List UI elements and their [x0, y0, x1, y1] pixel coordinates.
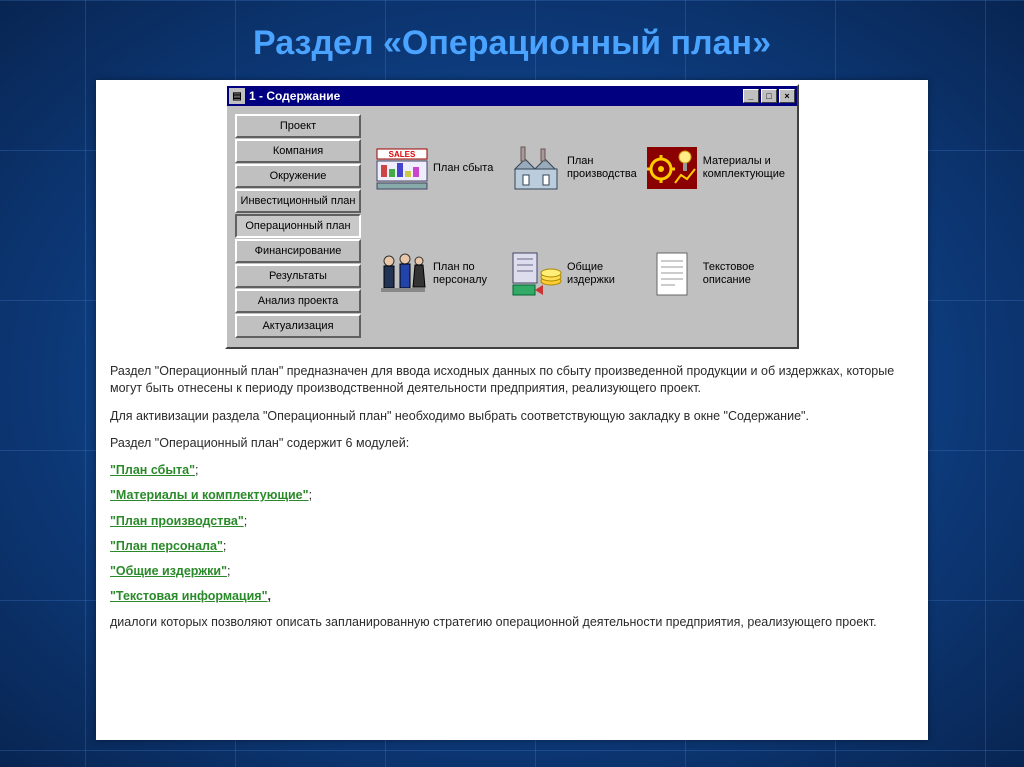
link-row-4: "Общие издержки"; [110, 563, 914, 580]
module-personnel-plan[interactable]: План по персоналу [375, 224, 501, 324]
link-row-2: "План производства"; [110, 513, 914, 530]
module-label: Общие издержки [567, 261, 637, 286]
slide-title: Раздел «Операционный план» [0, 24, 1024, 63]
tab-financing[interactable]: Финансирование [235, 239, 361, 263]
module-production-plan[interactable]: План производства [509, 118, 637, 218]
tab-company[interactable]: Компания [235, 139, 361, 163]
module-overhead-costs[interactable]: Общие издержки [509, 224, 637, 324]
module-label: План сбыта [433, 162, 493, 175]
tab-operational-plan[interactable]: Операционный план [235, 214, 361, 238]
svg-text:SALES: SALES [389, 150, 416, 159]
window-body: Проект Компания Окружение Инвестиционный… [227, 106, 797, 347]
window-controls: _ □ × [743, 89, 795, 103]
link-materials[interactable]: "Материалы и комплектующие" [110, 488, 309, 502]
link-overhead-costs[interactable]: "Общие издержки" [110, 564, 227, 578]
tab-project-analysis[interactable]: Анализ проекта [235, 289, 361, 313]
tab-environment[interactable]: Окружение [235, 164, 361, 188]
tab-actualization[interactable]: Актуализация [235, 314, 361, 338]
trail: , [268, 589, 271, 603]
module-sales-plan[interactable]: SALES План сбыта [375, 118, 501, 218]
tab-investment-plan[interactable]: Инвестиционный план [235, 189, 361, 213]
link-personnel-plan[interactable]: "План персонала" [110, 539, 223, 553]
link-row-3: "План персонала"; [110, 538, 914, 555]
minimize-button[interactable]: _ [743, 89, 759, 103]
link-sales-plan[interactable]: "План сбыта" [110, 463, 195, 477]
link-row-0: "План сбыта"; [110, 462, 914, 479]
tab-project[interactable]: Проект [235, 114, 361, 138]
paragraph-4: диалоги которых позволяют описать заплан… [110, 614, 914, 631]
trail: ; [227, 564, 230, 578]
module-text-description[interactable]: Текстовое описание [645, 224, 785, 324]
module-label: Материалы и комплектующие [703, 155, 785, 180]
link-text-info[interactable]: "Текстовая информация" [110, 589, 268, 603]
trail: ; [223, 539, 226, 553]
link-production-plan[interactable]: "План производства" [110, 514, 244, 528]
trail: ; [195, 463, 198, 477]
people-icon [375, 249, 429, 299]
module-label: План по персоналу [433, 261, 501, 286]
module-label: Текстовое описание [703, 261, 785, 286]
trail: ; [244, 514, 247, 528]
sales-icon: SALES [375, 143, 429, 193]
window-title: 1 - Содержание [249, 89, 743, 103]
titlebar: ▤ 1 - Содержание _ □ × [227, 86, 797, 106]
sidebar-tabs: Проект Компания Окружение Инвестиционный… [235, 114, 361, 339]
link-row-1: "Материалы и комплектующие"; [110, 487, 914, 504]
paragraph-3: Раздел "Операционный план" содержит 6 мо… [110, 435, 914, 452]
coins-icon [509, 249, 563, 299]
maximize-button[interactable]: □ [761, 89, 777, 103]
doc-icon [645, 249, 699, 299]
article-text: Раздел "Операционный план" предназначен … [96, 359, 928, 651]
module-materials[interactable]: Материалы и комплектующие [645, 118, 785, 218]
document-area: ▤ 1 - Содержание _ □ × Проект Компания О… [96, 80, 928, 740]
link-row-5: "Текстовая информация", [110, 588, 914, 605]
module-label: План производства [567, 155, 637, 180]
factory-icon [509, 143, 563, 193]
paragraph-1: Раздел "Операционный план" предназначен … [110, 363, 914, 398]
app-window: ▤ 1 - Содержание _ □ × Проект Компания О… [225, 84, 799, 349]
window-icon: ▤ [229, 88, 245, 104]
paragraph-2: Для активизации раздела "Операционный пл… [110, 408, 914, 425]
trail: ; [309, 488, 312, 502]
gear-icon [645, 143, 699, 193]
module-grid: SALES План сбыта [371, 114, 789, 339]
close-button[interactable]: × [779, 89, 795, 103]
tab-results[interactable]: Результаты [235, 264, 361, 288]
